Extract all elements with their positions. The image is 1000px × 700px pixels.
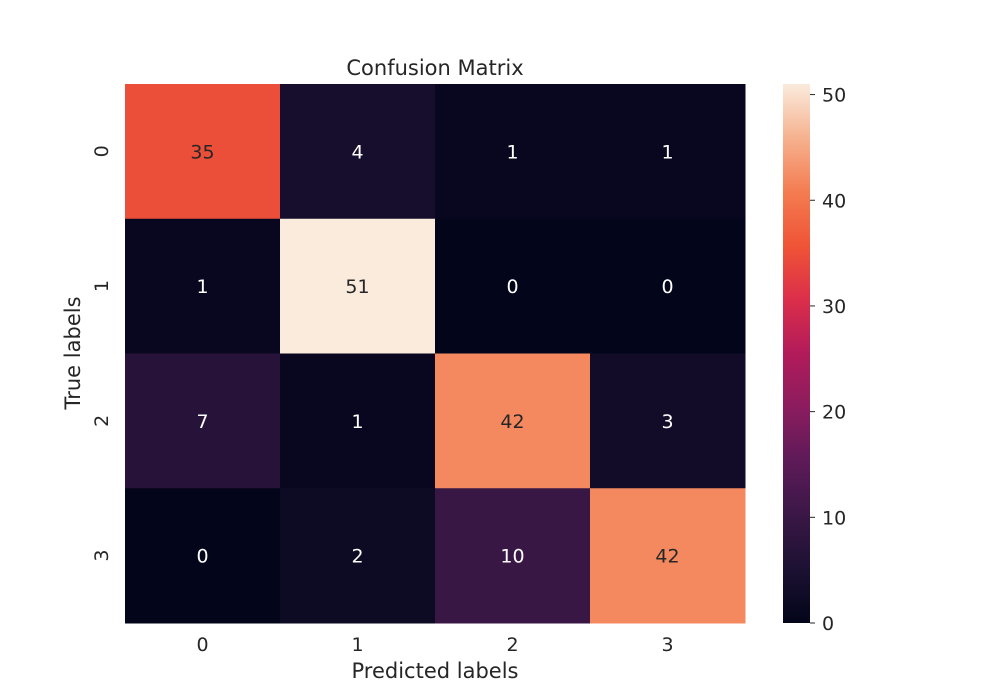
heatmap-cell-r1-c3 — [590, 218, 746, 354]
y-tick-label: 0 — [91, 145, 113, 157]
heatmap-cell-r0-c1 — [280, 84, 436, 220]
cell-value-label: 0 — [661, 276, 673, 298]
cell-value-label: 2 — [351, 546, 363, 568]
heatmap-cell-r3-c3 — [590, 488, 746, 624]
heatmap-annotations: 35 4 1 1 1 51 0 0 7 1 42 3 0 2 10 42 — [190, 141, 679, 567]
x-tick-label: 1 — [351, 634, 363, 656]
colorbar-tick-label: 30 — [822, 296, 846, 318]
y-tick-label: 2 — [91, 415, 113, 427]
cell-value-label: 1 — [506, 141, 518, 163]
cell-value-label: 3 — [661, 411, 673, 433]
cell-value-label: 42 — [655, 546, 679, 568]
x-axis-label: Predicted labels — [352, 659, 519, 683]
heatmap-cells — [125, 84, 746, 624]
heatmap-cell-r2-c2 — [435, 353, 591, 489]
colorbar-tick-label: 10 — [822, 507, 846, 529]
heatmap-cell-r2-c1 — [280, 353, 436, 489]
cell-value-label: 7 — [196, 411, 208, 433]
colorbar-tick-label: 50 — [822, 85, 846, 107]
cell-value-label: 42 — [500, 411, 524, 433]
cell-value-label: 1 — [196, 276, 208, 298]
y-axis-label: True labels — [61, 296, 85, 410]
heatmap-cell-r1-c0 — [125, 218, 281, 354]
colorbar-tick-label: 20 — [822, 402, 846, 424]
x-tick-labels: 0 1 2 3 — [196, 634, 673, 656]
heatmap-cell-r2-c0 — [125, 353, 281, 489]
heatmap-cell-r2-c3 — [590, 353, 746, 489]
heatmap-cell-r1-c1 — [280, 218, 436, 354]
x-tick-label: 2 — [506, 634, 518, 656]
heatmap-cell-r0-c3 — [590, 84, 746, 220]
colorbar-tick-label: 40 — [822, 190, 846, 212]
heatmap-cell-r3-c2 — [435, 488, 591, 624]
x-tick-label: 3 — [661, 634, 673, 656]
colorbar-tick-label: 0 — [822, 613, 834, 635]
cell-value-label: 4 — [351, 141, 363, 163]
cell-value-label: 1 — [351, 411, 363, 433]
heatmap-cell-r1-c2 — [435, 218, 591, 354]
colorbar-ticks: 0 10 20 30 40 50 — [810, 85, 846, 635]
x-tick-label: 0 — [196, 634, 208, 656]
cell-value-label: 51 — [345, 276, 369, 298]
heatmap-cell-r3-c1 — [280, 488, 436, 624]
y-tick-label: 3 — [91, 550, 113, 562]
colorbar — [783, 84, 810, 623]
heatmap-cell-r0-c0 — [125, 84, 281, 220]
heatmap-cell-r0-c2 — [435, 84, 591, 220]
cell-value-label: 0 — [506, 276, 518, 298]
y-tick-labels: 0 1 2 3 — [91, 145, 113, 561]
chart-title: Confusion Matrix — [346, 56, 523, 80]
cell-value-label: 0 — [196, 546, 208, 568]
y-tick-label: 1 — [91, 280, 113, 292]
cell-value-label: 10 — [500, 546, 524, 568]
heatmap-cell-r3-c0 — [125, 488, 281, 624]
cell-value-label: 1 — [661, 141, 673, 163]
cell-value-label: 35 — [190, 141, 214, 163]
